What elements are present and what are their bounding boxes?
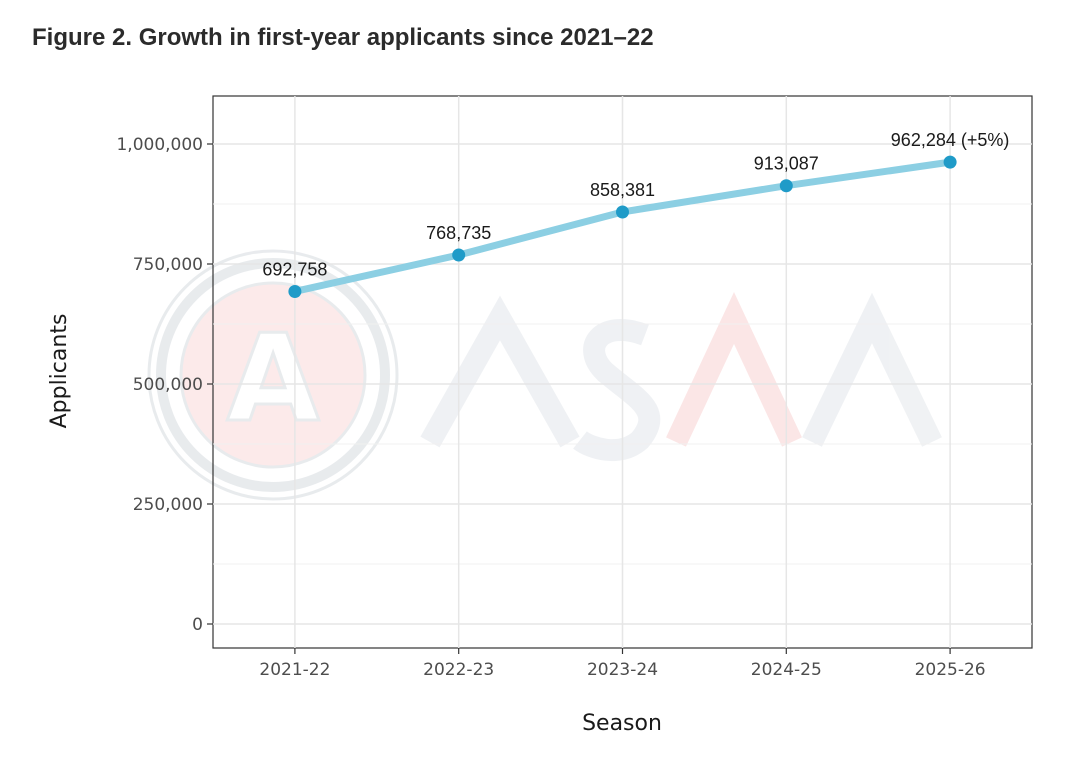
seal-letter: A	[227, 310, 320, 449]
x-tick-label: 2024-25	[751, 660, 822, 680]
y-tick-label: 1,000,000	[116, 135, 203, 155]
x-tick-label: 2022-23	[423, 660, 494, 680]
data-point	[779, 179, 793, 193]
data-label: 768,735	[426, 223, 491, 243]
data-point	[452, 248, 466, 262]
x-tick-label: 2025-26	[915, 660, 986, 680]
x-tick-label: 2023-24	[587, 660, 658, 680]
y-axis-title: Applicants	[47, 314, 72, 429]
data-point	[616, 205, 629, 219]
y-tick-label: 500,000	[133, 375, 203, 395]
asaa-logo-letters	[420, 292, 942, 462]
y-tick-label: 0	[192, 615, 203, 635]
data-point	[943, 155, 957, 169]
seal-icon: A	[147, 249, 399, 501]
data-point	[288, 284, 302, 298]
data-label: 962,284 (+5%)	[891, 130, 1010, 150]
y-tick-label: 250,000	[133, 495, 203, 515]
y-tick-label: 750,000	[133, 255, 203, 275]
data-label: 913,087	[754, 154, 819, 174]
x-tick-label: 2021-22	[259, 660, 330, 680]
x-axis-title: Season	[582, 711, 662, 736]
figure-title: Figure 2. Growth in first-year applicant…	[32, 24, 654, 51]
asaa-watermark: A	[147, 249, 942, 501]
data-label: 692,758	[262, 259, 327, 279]
data-label: 858,381	[590, 180, 655, 200]
